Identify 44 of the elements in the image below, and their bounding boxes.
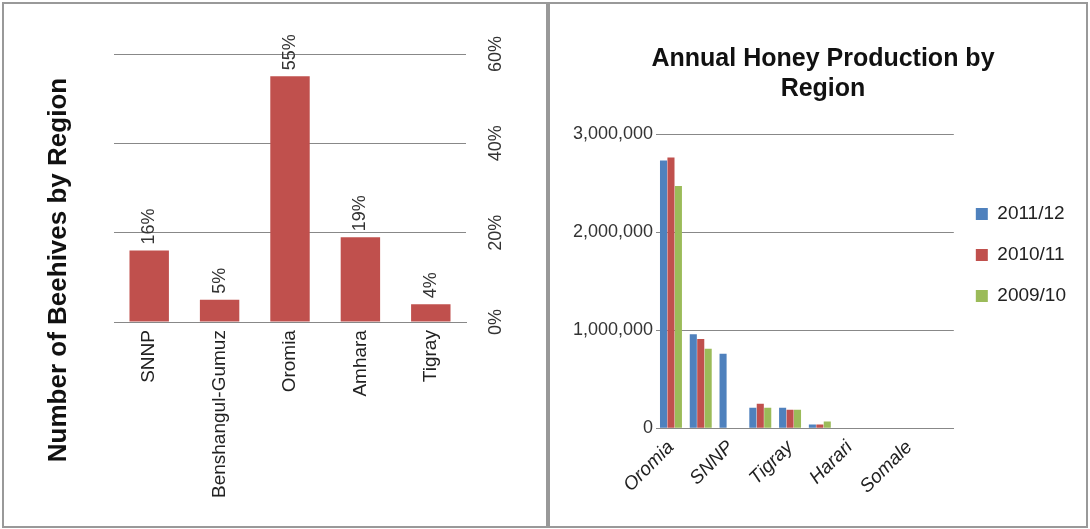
bar <box>779 407 787 428</box>
y-tick-label: 60% <box>484 35 505 73</box>
legend-label: 2009/10 <box>997 284 1067 306</box>
x-tick-label: SNNP <box>137 330 159 383</box>
bar <box>340 237 381 322</box>
bar <box>756 403 764 428</box>
bar <box>667 157 675 428</box>
bar <box>689 334 697 428</box>
data-label: 16% <box>138 208 159 245</box>
x-tick-label: Benshangul-Gumuz <box>207 330 229 499</box>
data-label: 19% <box>349 195 370 232</box>
bar <box>823 421 831 428</box>
bar <box>659 160 668 428</box>
bar <box>764 407 772 428</box>
bar <box>411 304 451 322</box>
bar <box>697 339 705 428</box>
bar <box>749 407 757 428</box>
y-tick-label: 40% <box>484 125 505 162</box>
text: Number of Beehives by Region <box>42 77 73 463</box>
bar <box>199 299 240 322</box>
chart-title: Annual Honey Production by Region <box>651 42 995 101</box>
bar <box>719 353 727 428</box>
x-tick-label: Tigray <box>419 329 441 383</box>
x-tick-label: Amhara <box>348 329 370 397</box>
y-tick-label: 1,000,000 <box>573 319 654 340</box>
bar <box>808 424 816 428</box>
data-label: 4% <box>419 272 440 299</box>
bar <box>270 76 310 322</box>
bar <box>674 186 682 428</box>
bar <box>704 348 712 428</box>
bar <box>129 250 169 322</box>
y-tick-label: 0% <box>484 309 505 336</box>
data-label: 5% <box>208 267 229 294</box>
data-label: 55% <box>278 34 299 71</box>
y-tick-label: 3,000,000 <box>573 122 654 143</box>
x-tick-label: Oromia <box>278 329 300 393</box>
legend-label: 2011/12 <box>997 202 1065 224</box>
y-tick-label: 0 <box>643 417 654 438</box>
bar <box>786 409 794 428</box>
legend-label: 2010/11 <box>997 243 1065 265</box>
bar <box>793 409 802 428</box>
bar <box>816 424 824 428</box>
y-tick-label: 20% <box>484 214 505 251</box>
y-tick-label: 2,000,000 <box>573 221 654 242</box>
